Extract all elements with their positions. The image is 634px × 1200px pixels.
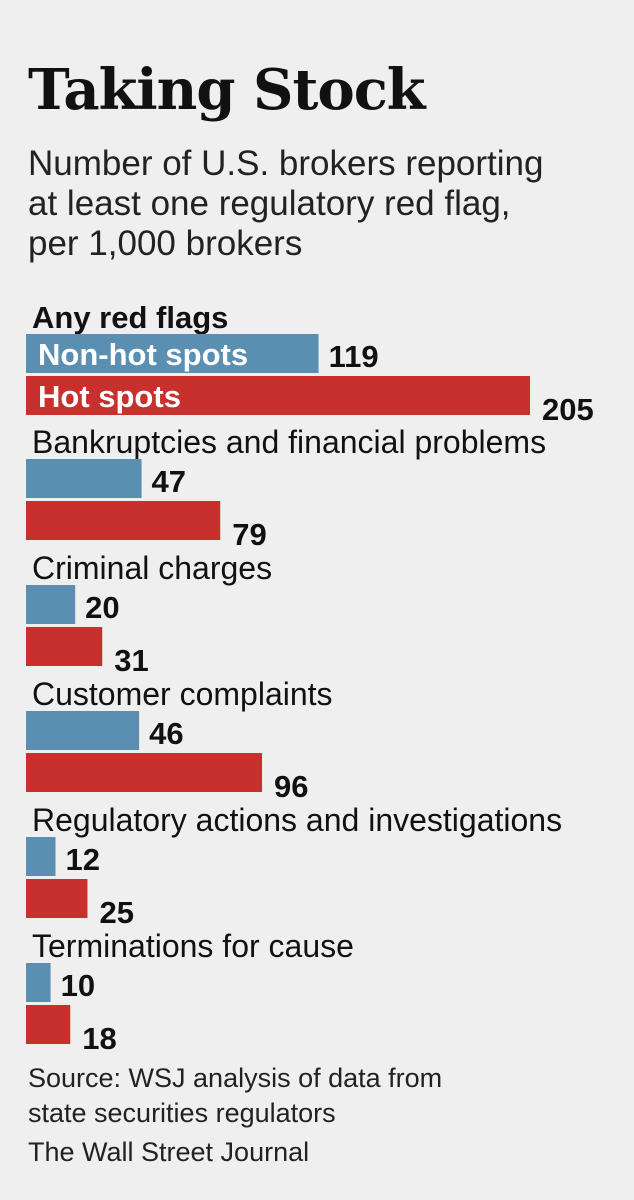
- bar-non-hot-spots-0: [26, 334, 319, 373]
- bar-non-hot-spots-4: [26, 837, 56, 876]
- source-line-2: state securities regulators: [28, 1098, 336, 1128]
- value-label-non-hot-spots-2: 20: [85, 590, 119, 625]
- bar-non-hot-spots-3: [26, 711, 140, 750]
- value-label-hot-spots-5: 18: [82, 1021, 116, 1056]
- value-label-non-hot-spots-0: 119: [329, 339, 379, 374]
- value-label-non-hot-spots-3: 46: [149, 716, 183, 751]
- chart-title: Taking Stock: [28, 57, 426, 123]
- category-label-5: Terminations for cause: [32, 928, 354, 964]
- bar-hot-spots-2: [26, 627, 103, 666]
- bar-hot-spots-0: [26, 376, 530, 415]
- legend-label-hot-spots: Hot spots: [38, 379, 181, 414]
- bar-non-hot-spots-1: [26, 459, 142, 498]
- value-label-hot-spots-0: 205: [542, 392, 594, 427]
- bar-hot-spots-4: [26, 879, 88, 918]
- bar-hot-spots-1: [26, 501, 221, 540]
- source-line-1: Source: WSJ analysis of data from: [28, 1063, 443, 1093]
- value-label-hot-spots-1: 79: [232, 517, 266, 552]
- chart-subtitle-line-1: Number of U.S. brokers reporting: [28, 144, 544, 183]
- category-label-1: Bankruptcies and financial problems: [32, 424, 546, 460]
- chart-subtitle-line-3: per 1,000 brokers: [28, 224, 303, 263]
- category-label-2: Criminal charges: [32, 550, 272, 586]
- chart-subtitle-line-2: at least one regulatory red flag,: [28, 184, 511, 223]
- value-label-non-hot-spots-1: 47: [152, 464, 186, 499]
- category-label-4: Regulatory actions and investigations: [32, 802, 562, 838]
- value-label-hot-spots-2: 31: [114, 643, 148, 678]
- value-label-non-hot-spots-4: 12: [66, 842, 100, 877]
- bar-non-hot-spots-5: [26, 963, 51, 1002]
- value-label-hot-spots-4: 25: [99, 895, 133, 930]
- category-label-0: Any red flags: [32, 300, 228, 335]
- category-label-3: Customer complaints: [32, 676, 333, 712]
- value-label-hot-spots-3: 96: [274, 769, 308, 804]
- legend-label-non-hot-spots: Non-hot spots: [38, 337, 248, 372]
- bar-hot-spots-5: [26, 1005, 71, 1044]
- value-label-non-hot-spots-5: 10: [61, 968, 95, 1003]
- bar-hot-spots-3: [26, 753, 263, 792]
- credit-line: The Wall Street Journal: [28, 1137, 310, 1167]
- bar-chart: Any red flags 119 Non-hot spots 205 Hot spot…: [26, 300, 594, 1056]
- bar-non-hot-spots-2: [26, 585, 76, 624]
